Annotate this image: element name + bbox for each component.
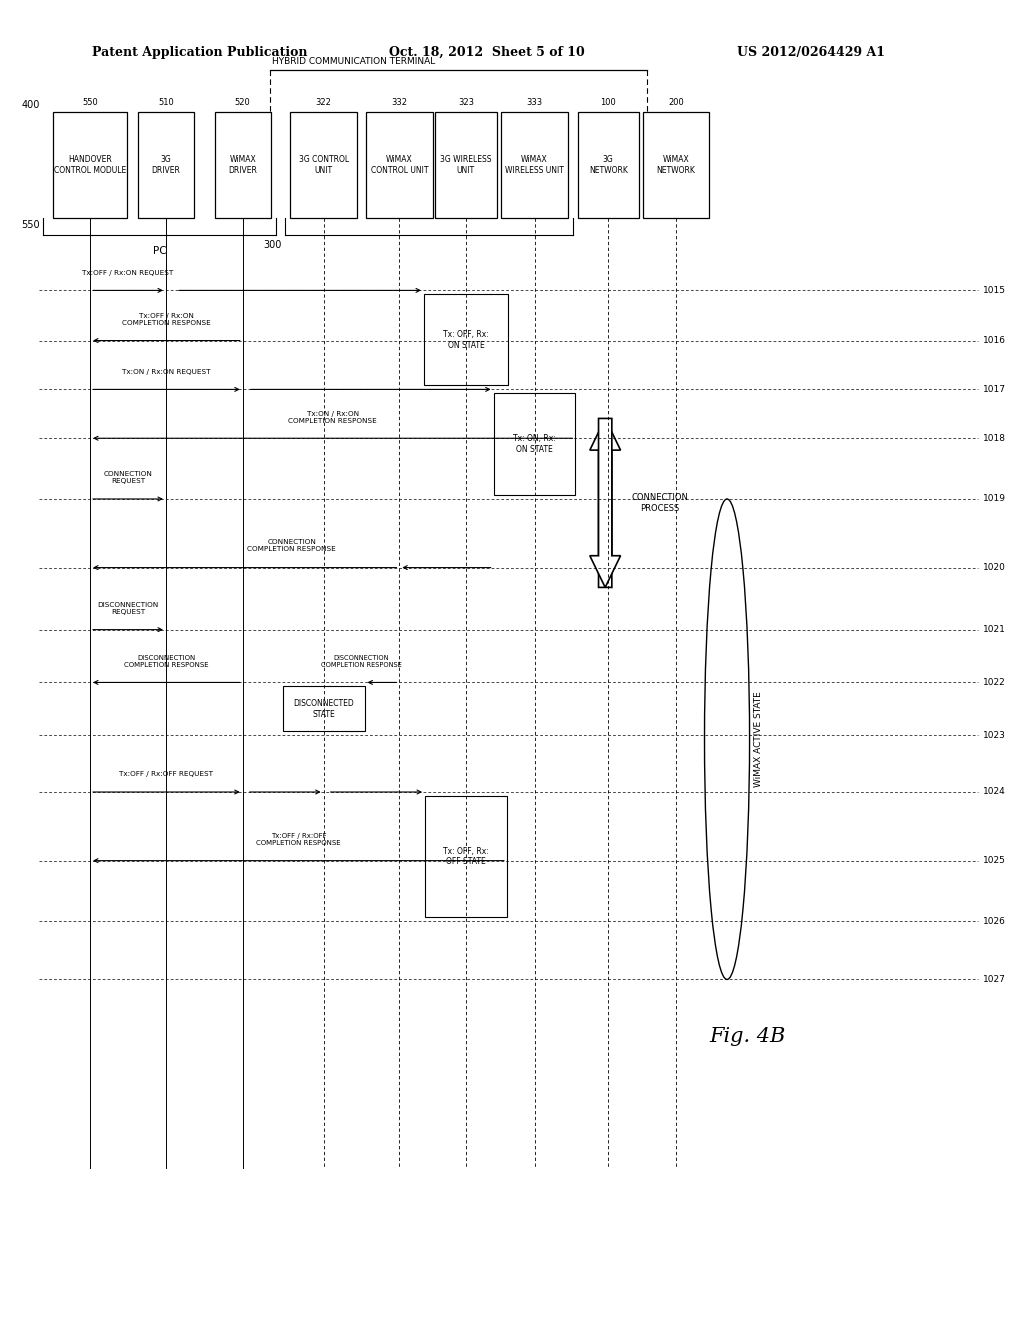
Text: 323: 323: [458, 98, 474, 107]
Text: 1019: 1019: [983, 495, 1006, 503]
Text: Fig. 4B: Fig. 4B: [710, 1027, 785, 1045]
Text: 1025: 1025: [983, 857, 1006, 865]
Text: Tx: ON, Rx:
ON STATE: Tx: ON, Rx: ON STATE: [513, 434, 556, 454]
FancyBboxPatch shape: [643, 112, 710, 218]
Text: Tx: OFF, Rx:
ON STATE: Tx: OFF, Rx: ON STATE: [443, 330, 488, 350]
Text: Tx:ON / Rx:ON
COMPLETION RESPONSE: Tx:ON / Rx:ON COMPLETION RESPONSE: [289, 411, 377, 424]
FancyBboxPatch shape: [425, 796, 507, 917]
Text: 3G
DRIVER: 3G DRIVER: [152, 156, 180, 174]
Text: 300: 300: [263, 240, 282, 251]
Text: DISCONNECTION
COMPLETION RESPONSE: DISCONNECTION COMPLETION RESPONSE: [124, 655, 209, 668]
Text: 3G CONTROL
UNIT: 3G CONTROL UNIT: [299, 156, 348, 174]
Text: 1021: 1021: [983, 626, 1006, 634]
Text: 520: 520: [234, 98, 251, 107]
Text: DISCONNECTED
STATE: DISCONNECTED STATE: [293, 700, 354, 718]
FancyBboxPatch shape: [137, 112, 195, 218]
Text: WiMAX
WIRELESS UNIT: WiMAX WIRELESS UNIT: [505, 156, 564, 174]
Text: Tx:OFF / Rx:OFF
COMPLETION RESPONSE: Tx:OFF / Rx:OFF COMPLETION RESPONSE: [256, 833, 341, 846]
FancyBboxPatch shape: [291, 112, 356, 218]
Text: HANDOVER
CONTROL MODULE: HANDOVER CONTROL MODULE: [54, 156, 126, 174]
FancyBboxPatch shape: [494, 393, 575, 495]
Text: 1016: 1016: [983, 337, 1006, 345]
Text: WiMAX ACTIVE STATE: WiMAX ACTIVE STATE: [754, 692, 763, 787]
Text: DISCONNECTION
REQUEST: DISCONNECTION REQUEST: [97, 602, 159, 615]
Text: 1017: 1017: [983, 385, 1006, 393]
Text: Oct. 18, 2012  Sheet 5 of 10: Oct. 18, 2012 Sheet 5 of 10: [389, 46, 585, 59]
Text: Tx:OFF / Rx:ON REQUEST: Tx:OFF / Rx:ON REQUEST: [82, 269, 174, 276]
FancyBboxPatch shape: [215, 112, 270, 218]
Text: CONNECTION
COMPLETION RESPONSE: CONNECTION COMPLETION RESPONSE: [248, 539, 336, 552]
Text: 3G
NETWORK: 3G NETWORK: [589, 156, 628, 174]
Text: 1018: 1018: [983, 434, 1006, 442]
Text: 1024: 1024: [983, 788, 1006, 796]
Text: PC: PC: [153, 246, 167, 256]
Text: 400: 400: [22, 99, 40, 110]
Text: HYBRID COMMUNICATION TERMINAL: HYBRID COMMUNICATION TERMINAL: [272, 57, 435, 66]
Text: 332: 332: [391, 98, 408, 107]
Text: 200: 200: [668, 98, 684, 107]
FancyBboxPatch shape: [424, 294, 508, 385]
Text: US 2012/0264429 A1: US 2012/0264429 A1: [737, 46, 886, 59]
Text: Tx:OFF / Rx:OFF REQUEST: Tx:OFF / Rx:OFF REQUEST: [120, 771, 213, 777]
FancyBboxPatch shape: [53, 112, 127, 218]
Text: 322: 322: [315, 98, 332, 107]
Text: Tx:ON / Rx:ON REQUEST: Tx:ON / Rx:ON REQUEST: [122, 368, 211, 375]
FancyBboxPatch shape: [578, 112, 639, 218]
Text: Tx: OFF, Rx:
OFF STATE: Tx: OFF, Rx: OFF STATE: [443, 847, 488, 866]
FancyArrow shape: [590, 418, 621, 587]
Text: 550: 550: [82, 98, 98, 107]
FancyBboxPatch shape: [502, 112, 567, 218]
Text: 510: 510: [158, 98, 174, 107]
Text: 1027: 1027: [983, 975, 1006, 983]
Text: 1020: 1020: [983, 564, 1006, 572]
Text: 1023: 1023: [983, 731, 1006, 739]
Text: CONNECTION
REQUEST: CONNECTION REQUEST: [103, 471, 153, 484]
FancyBboxPatch shape: [435, 112, 497, 218]
Text: WiMAX
NETWORK: WiMAX NETWORK: [656, 156, 695, 174]
Text: Patent Application Publication: Patent Application Publication: [92, 46, 307, 59]
Text: DISCONNECTION
COMPLETION RESPONSE: DISCONNECTION COMPLETION RESPONSE: [322, 655, 401, 668]
Text: 1015: 1015: [983, 286, 1006, 294]
Text: 3G WIRELESS
UNIT: 3G WIRELESS UNIT: [440, 156, 492, 174]
Text: Tx:OFF / Rx:ON
COMPLETION RESPONSE: Tx:OFF / Rx:ON COMPLETION RESPONSE: [122, 313, 211, 326]
Text: WiMAX
DRIVER: WiMAX DRIVER: [228, 156, 257, 174]
Ellipse shape: [705, 499, 750, 979]
FancyBboxPatch shape: [283, 686, 365, 731]
FancyBboxPatch shape: [367, 112, 433, 218]
Text: 333: 333: [526, 98, 543, 107]
Text: WiMAX
CONTROL UNIT: WiMAX CONTROL UNIT: [371, 156, 428, 174]
FancyArrow shape: [590, 418, 621, 587]
Text: 100: 100: [600, 98, 616, 107]
Text: CONNECTION
PROCESS: CONNECTION PROCESS: [632, 494, 689, 512]
Text: 550: 550: [22, 220, 40, 231]
Text: 1022: 1022: [983, 678, 1006, 686]
Text: 1026: 1026: [983, 917, 1006, 925]
